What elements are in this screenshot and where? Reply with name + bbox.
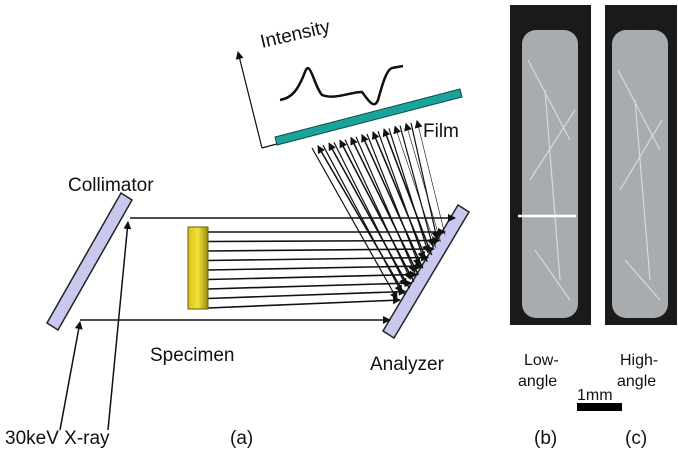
image-b bbox=[510, 5, 591, 325]
beam bbox=[208, 241, 439, 242]
low-label: Low- bbox=[524, 352, 559, 369]
collimator-label: Collimator bbox=[68, 175, 154, 196]
film-label: Film bbox=[423, 121, 459, 142]
page: {"intensity":"Intensity","film":"Film","… bbox=[0, 0, 678, 453]
beam bbox=[208, 283, 411, 289]
panel-label: (c) bbox=[625, 428, 647, 449]
beam bbox=[323, 145, 401, 292]
high-label: High- bbox=[620, 352, 658, 369]
beam bbox=[208, 249, 434, 251]
specimen-label: Specimen bbox=[150, 345, 235, 366]
source-label: 30keV X-ray bbox=[5, 428, 110, 449]
analyzer-label: Analyzer bbox=[370, 354, 445, 375]
beams bbox=[60, 121, 455, 430]
low-label: angle bbox=[518, 373, 557, 390]
scale-label: 1mm bbox=[577, 387, 613, 404]
intensity-label: Intensity bbox=[258, 16, 332, 52]
panel-label: (a) bbox=[230, 428, 253, 449]
analyzer bbox=[383, 205, 469, 338]
scale-bar bbox=[577, 403, 622, 411]
specimen bbox=[188, 227, 208, 309]
beam bbox=[389, 128, 428, 252]
beam bbox=[340, 140, 414, 281]
beam bbox=[208, 258, 428, 261]
beam bbox=[362, 135, 423, 269]
beam bbox=[208, 300, 400, 308]
image-c bbox=[605, 5, 677, 325]
beam bbox=[334, 142, 406, 285]
beam bbox=[208, 292, 406, 299]
high-label: angle bbox=[617, 373, 656, 390]
panel-label: (b) bbox=[534, 428, 557, 449]
intensity-plot: Intensity bbox=[238, 16, 452, 148]
diagram: Intensity Film Collimator Analyzer Speci… bbox=[0, 0, 678, 453]
